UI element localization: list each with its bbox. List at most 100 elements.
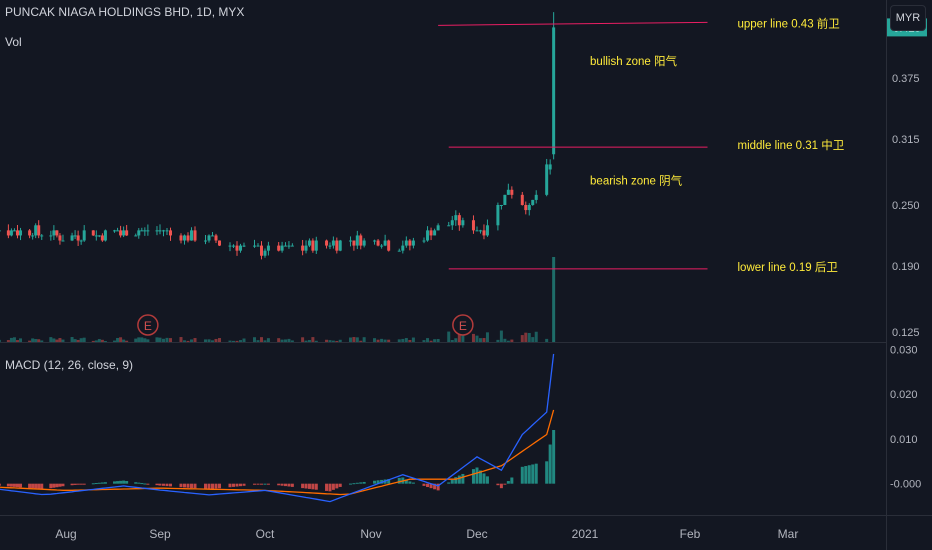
volume-bar — [290, 340, 294, 342]
macd-histogram-bar — [355, 482, 359, 484]
volume-bar — [73, 339, 77, 342]
volume-bar — [355, 337, 359, 342]
volume-bar — [411, 337, 415, 342]
volume-bar — [304, 340, 308, 342]
candle-body — [383, 240, 387, 246]
volume-bar — [12, 337, 16, 342]
macd-histogram-bar — [94, 483, 98, 485]
candle-body — [146, 230, 150, 232]
macd-histogram-bar — [193, 483, 197, 489]
volume-bar — [190, 339, 193, 342]
macd-histogram-bar — [79, 483, 83, 485]
candle-body — [499, 204, 503, 206]
macd-histogram-bar — [307, 483, 311, 489]
macd-histogram-bar — [183, 483, 186, 488]
candle-body — [82, 230, 86, 241]
volume-bar — [61, 339, 65, 342]
macd-histogram-bar — [359, 482, 363, 484]
macd-histogram-bar — [61, 483, 65, 487]
macd-histogram-bar — [376, 480, 380, 484]
candle-body — [478, 230, 482, 232]
volume-bar — [429, 340, 433, 342]
time-tick-label: Mar — [778, 527, 799, 541]
candle-body — [169, 230, 172, 236]
volume-bar — [387, 339, 391, 342]
candle-body — [531, 199, 535, 205]
candle-body — [253, 245, 256, 247]
macd-histogram-bar — [524, 466, 528, 484]
volume-bar — [165, 337, 169, 342]
volume-bar — [204, 339, 207, 342]
volume-bar — [103, 340, 107, 342]
volume-label: Vol — [5, 35, 22, 49]
candle-body — [426, 230, 430, 241]
currency-badge[interactable]: MYR — [890, 5, 926, 31]
volume-bar — [482, 338, 486, 342]
candle-body — [155, 230, 159, 232]
candle-body — [207, 235, 211, 241]
volume-bar — [91, 340, 95, 342]
volume-bar — [82, 337, 86, 342]
macd-histogram-bar — [404, 479, 408, 484]
macd-histogram-bar — [545, 461, 549, 484]
macd-histogram-bar — [482, 473, 486, 484]
volume-bar — [307, 340, 311, 342]
macd-histogram-bar — [70, 483, 74, 486]
macd-histogram-bar — [362, 481, 366, 484]
volume-bar — [301, 337, 305, 342]
candle-body — [116, 230, 120, 232]
candle-body — [352, 240, 356, 246]
time-tick-label: Sep — [149, 527, 171, 541]
candle-body — [280, 245, 284, 251]
volume-bar — [239, 340, 242, 342]
macd-histogram-bar — [15, 483, 19, 488]
reference-line[interactable] — [438, 21, 708, 26]
candle-body — [429, 230, 433, 236]
volume-bar — [266, 338, 270, 342]
candle-body — [186, 235, 190, 241]
candle-body — [284, 245, 288, 247]
macd-tick-label: 0.010 — [890, 434, 918, 446]
volume-bar — [134, 338, 138, 342]
volume-bar — [179, 337, 183, 342]
macd-histogram-bar — [436, 483, 440, 491]
macd-histogram-bar — [125, 480, 129, 484]
volume-bar — [263, 340, 267, 342]
candle-body — [256, 245, 260, 247]
candle-body — [548, 164, 552, 170]
volume-bar — [314, 340, 318, 342]
volume-bar — [436, 339, 440, 342]
earnings-marker-icon[interactable] — [137, 314, 159, 336]
volume-bar — [401, 338, 405, 342]
candle-body — [211, 235, 214, 237]
macd-histogram-bar — [253, 483, 256, 485]
earnings-marker-icon[interactable] — [452, 314, 474, 336]
candle-body — [140, 230, 144, 232]
volume-bar — [0, 339, 1, 342]
candle-body — [447, 225, 451, 227]
candle-body — [73, 235, 77, 237]
macd-histogram-bar — [422, 483, 426, 486]
candle-body — [355, 235, 359, 246]
macd-histogram-bar — [266, 483, 270, 485]
macd-histogram-bar — [304, 483, 308, 489]
volume-bar — [125, 340, 129, 342]
volume-bar — [6, 340, 10, 342]
volume-bar — [496, 339, 500, 342]
volume-bar — [510, 339, 514, 342]
macd-histogram-bar — [113, 481, 117, 484]
candle-body — [552, 27, 556, 155]
candle-body — [232, 245, 235, 247]
time-tick-label: Aug — [55, 527, 76, 541]
volume-bar — [348, 337, 352, 342]
candle-body — [304, 245, 308, 251]
macd-histogram-bar — [397, 477, 401, 484]
macd-histogram-bar — [387, 479, 391, 484]
volume-bar — [116, 337, 120, 342]
volume-bar — [338, 339, 342, 342]
macd-histogram-bar — [429, 483, 433, 489]
volume-bar — [277, 338, 281, 342]
macd-histogram-bar — [6, 483, 10, 487]
volume-bar — [228, 340, 232, 342]
candle-body — [362, 240, 366, 246]
